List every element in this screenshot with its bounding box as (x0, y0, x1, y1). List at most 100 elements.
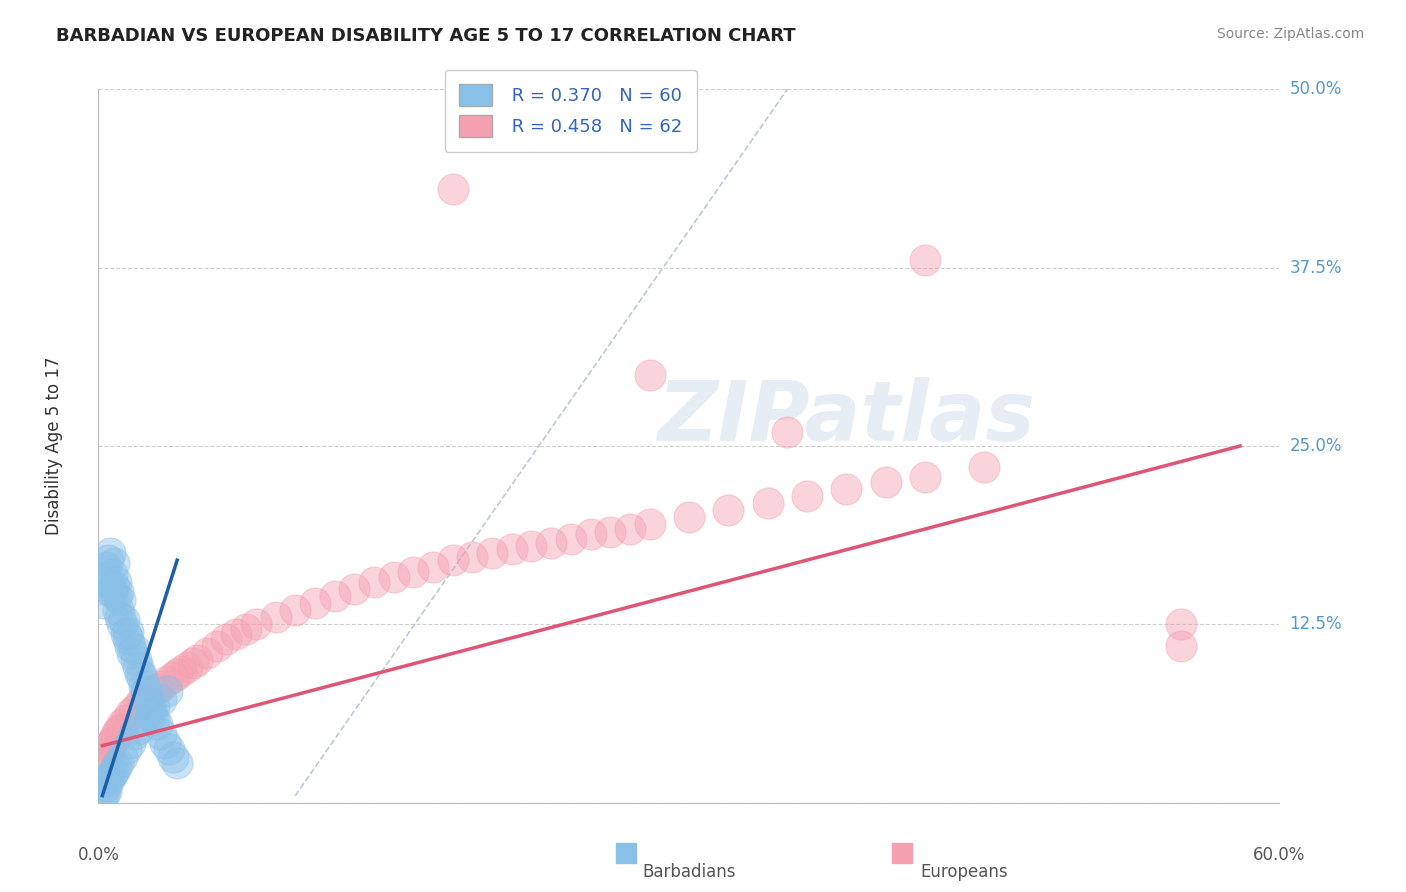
Point (520, 539, 543, 553)
Point (150, 679, 173, 693)
Point (756, 496, 779, 510)
Point (235, 622, 257, 636)
Point (973, 460, 995, 475)
Point (118, 707, 141, 722)
Point (96, 560, 118, 574)
Point (205, 639, 228, 653)
Point (245, 617, 267, 632)
Point (157, 741, 180, 756)
Text: 0.0%: 0.0% (77, 846, 120, 863)
Point (108, 722, 131, 736)
Point (91, 789, 114, 803)
Point (155, 736, 177, 750)
Point (111, 750, 134, 764)
Point (914, 253, 936, 268)
Point (132, 679, 155, 693)
Point (105, 727, 128, 741)
Point (402, 565, 425, 579)
Point (97, 774, 120, 789)
Point (122, 641, 145, 656)
Point (215, 632, 238, 646)
Point (441, 553, 464, 567)
Point (93, 596, 115, 610)
Text: ZIPatlas: ZIPatlas (658, 377, 1035, 458)
Point (117, 624, 139, 639)
Point (678, 510, 700, 524)
Point (93, 756, 115, 770)
Point (105, 574, 128, 589)
Point (101, 736, 124, 750)
Point (363, 574, 385, 589)
Point (150, 727, 173, 741)
Point (156, 674, 179, 689)
Point (136, 693, 159, 707)
Point (284, 603, 307, 617)
Point (98, 770, 121, 784)
Point (111, 717, 134, 731)
Point (914, 470, 936, 484)
Point (142, 684, 165, 698)
Point (304, 596, 326, 610)
Point (97, 574, 120, 589)
Point (103, 556, 125, 570)
Point (422, 560, 444, 574)
Point (103, 764, 125, 779)
Point (107, 724, 129, 739)
Point (146, 681, 169, 696)
Point (131, 693, 153, 707)
Point (115, 627, 138, 641)
Point (717, 503, 740, 517)
Point (796, 489, 818, 503)
Text: 50.0%: 50.0% (1289, 80, 1341, 98)
Point (890, 846, 912, 860)
Point (560, 532, 582, 546)
Point (170, 665, 193, 679)
Point (481, 546, 503, 560)
Text: 12.5%: 12.5% (1289, 615, 1341, 633)
Point (103, 731, 125, 746)
Point (91, 582, 114, 596)
Point (323, 589, 346, 603)
Point (146, 717, 169, 731)
Point (135, 684, 157, 698)
Point (195, 646, 218, 660)
Point (111, 617, 134, 632)
Point (107, 603, 129, 617)
Point (115, 741, 138, 756)
Point (98, 741, 121, 756)
Point (638, 368, 661, 382)
Point (343, 582, 366, 596)
Point (127, 698, 149, 713)
Point (97, 739, 120, 753)
Point (166, 756, 188, 770)
Point (776, 425, 799, 439)
Point (96, 750, 118, 764)
Text: 37.5%: 37.5% (1289, 259, 1341, 277)
Point (93, 787, 115, 801)
Point (579, 527, 602, 541)
Point (101, 767, 124, 781)
Point (125, 653, 148, 667)
Point (108, 593, 131, 607)
Point (105, 589, 128, 603)
Point (441, 182, 464, 196)
Point (136, 707, 159, 722)
Point (118, 639, 141, 653)
Point (138, 698, 160, 713)
Point (136, 689, 159, 703)
Point (875, 475, 897, 489)
Point (382, 570, 405, 584)
Point (131, 670, 153, 684)
Y-axis label: Disability Age 5 to 17: Disability Age 5 to 17 (45, 357, 63, 535)
Point (108, 610, 131, 624)
Point (501, 541, 523, 556)
Point (181, 656, 204, 670)
Text: 60.0%: 60.0% (1253, 846, 1306, 863)
Point (98, 546, 121, 560)
Point (1170, 639, 1192, 653)
Point (599, 524, 621, 539)
Point (141, 707, 163, 722)
Point (112, 613, 135, 627)
Point (142, 713, 165, 727)
Point (121, 646, 143, 660)
